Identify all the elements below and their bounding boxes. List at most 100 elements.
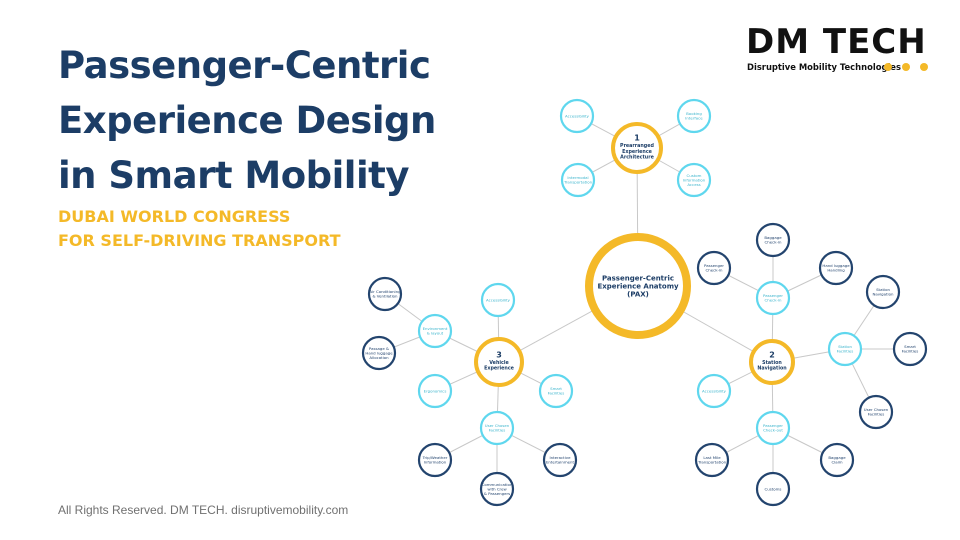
node-label: Passage & [369, 346, 389, 351]
logo-dot [884, 63, 892, 71]
node-label: Facilities [489, 428, 506, 433]
hub-label: Experience [484, 366, 515, 372]
logo-wordmark: DM TECH [746, 22, 927, 62]
logo-tagline: Disruptive Mobility Technologies [747, 62, 901, 72]
hub-label: Vehicle [489, 360, 509, 366]
topic-node: Accessibility [559, 98, 595, 134]
company-logo: DM TECH Disruptive Mobility Technologies [746, 22, 936, 78]
node-label: Check-in [765, 240, 782, 245]
node-label: & layout [427, 331, 444, 336]
node-label: Custom [687, 173, 702, 178]
subtitle-line-1: DUBAI WORLD CONGRESS [58, 207, 291, 226]
node-label: Accessibility [702, 388, 727, 393]
hub-label: Prearranged [620, 143, 654, 149]
node-label: User Chosen [485, 423, 510, 428]
topic-node: Environment& layout [417, 313, 453, 349]
title-line-3: in Smart Mobility [58, 154, 409, 197]
node-label: Passenger [704, 263, 724, 268]
hub-label: Experience [622, 149, 653, 155]
node-label: Booking [686, 111, 702, 116]
node-label: Accessibility [565, 113, 590, 118]
node-label: (PAX) [627, 291, 649, 299]
logo-dot [902, 63, 910, 71]
topic-node: Accessibility [480, 282, 516, 318]
node-label: Check-in [765, 298, 782, 303]
node-label: Environment [423, 326, 448, 331]
node-label: Handling [827, 268, 845, 273]
node-label: Hand luggage [822, 263, 850, 268]
node-label: Access [687, 182, 700, 187]
node-label: Information [683, 177, 706, 182]
topic-node: Ergonomics [417, 373, 453, 409]
node-label: Navigation [873, 292, 895, 297]
node-label: & Ventilation [372, 294, 398, 299]
node-label: Customs [765, 486, 782, 491]
node-label: Smart [904, 344, 916, 349]
topic-node: Air Conditioning& Ventilation [367, 276, 403, 312]
node-label: Transportation [563, 180, 593, 185]
node-label: Station [838, 344, 852, 349]
node-label: Allocation [369, 355, 389, 360]
node-label: Air Conditioning [369, 289, 401, 294]
hub-number: 3 [496, 350, 502, 359]
node-label: Facilities [837, 349, 854, 354]
topic-node: Accessibility [696, 373, 732, 409]
hub-label: Navigation [757, 366, 787, 372]
node-label: Communication [482, 482, 513, 487]
hub-label: Station [762, 360, 782, 366]
node-label: Facilities [548, 391, 565, 396]
title-line-2: Experience Design [58, 99, 436, 142]
node-label: with Crew [487, 486, 507, 491]
node-label: Facilities [902, 349, 919, 354]
node-label: Baggage [764, 235, 782, 240]
node-label: Facilities [868, 412, 885, 417]
hub-label: Architecture [620, 154, 654, 160]
page-title: Passenger-Centric Experience Design in S… [58, 38, 436, 203]
node-label: Baggage [828, 455, 846, 460]
node-label: Accessibility [486, 297, 511, 302]
node-label: Transportation [697, 460, 727, 465]
node-label: Ergonomics [424, 388, 447, 393]
subtitle-line-2: FOR SELF-DRIVING TRANSPORT [58, 231, 341, 250]
node-label: Interactive [550, 455, 572, 460]
node-label: Hand luggage [365, 350, 393, 355]
node-label: Interface [685, 116, 703, 121]
topic-node: Customs [755, 471, 791, 507]
node-label: Trip/Weather [422, 455, 448, 460]
node-label: Experience Anatomy [597, 282, 679, 290]
hub-number: 2 [769, 350, 775, 359]
node-label: Last Mile [703, 455, 721, 460]
node-label: Passenger-Centric [602, 274, 674, 282]
logo-dot [920, 63, 928, 71]
node-label: Check-in [706, 268, 723, 273]
node-label: Passenger [763, 293, 783, 298]
copyright-footer: All Rights Reserved. DM TECH. disruptive… [58, 503, 349, 517]
hub-number: 1 [634, 134, 640, 143]
node-label: & Passengers [484, 491, 510, 496]
node-label: Intermodal [567, 175, 588, 180]
node-label: Smart [550, 386, 562, 391]
event-subtitle: DUBAI WORLD CONGRESS FOR SELF-DRIVING TR… [58, 205, 341, 253]
node-label: Information [424, 460, 447, 465]
